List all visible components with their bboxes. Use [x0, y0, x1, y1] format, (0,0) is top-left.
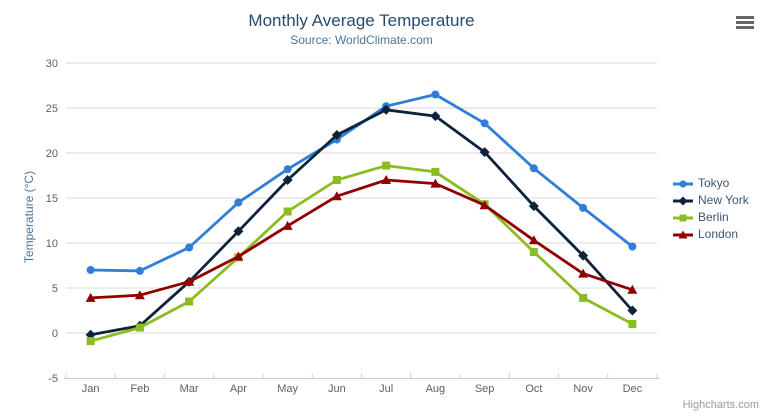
legend-item-berlin[interactable]: Berlin — [673, 211, 749, 224]
x-axis-label: May — [277, 383, 298, 395]
data-point[interactable] — [628, 320, 637, 328]
data-point[interactable] — [331, 191, 342, 201]
legend-label: Berlin — [698, 210, 729, 224]
series-tokyo[interactable] — [86, 90, 637, 275]
data-point[interactable] — [233, 226, 244, 237]
data-point[interactable] — [529, 164, 538, 173]
x-axis-label: Apr — [230, 383, 247, 395]
data-point[interactable] — [430, 111, 441, 122]
data-point[interactable] — [627, 305, 638, 316]
y-axis-label: 30 — [46, 58, 58, 70]
x-axis-label: Dec — [623, 383, 643, 395]
y-axis-label: 10 — [46, 238, 58, 250]
data-point[interactable] — [86, 337, 95, 346]
data-point[interactable] — [234, 198, 243, 207]
series-line — [89, 108, 634, 337]
x-axis-label: Oct — [525, 383, 542, 395]
data-point[interactable] — [431, 90, 440, 99]
data-point[interactable] — [578, 250, 589, 261]
data-point[interactable] — [283, 207, 292, 216]
x-axis-label: Mar — [180, 383, 199, 395]
data-point[interactable] — [283, 165, 292, 174]
data-point[interactable] — [381, 175, 392, 184]
x-axis-label: Sep — [475, 383, 495, 395]
data-point[interactable] — [529, 248, 538, 256]
hamburger-icon — [736, 21, 754, 24]
hamburger-icon — [736, 16, 754, 19]
data-point[interactable] — [382, 161, 391, 170]
data-point[interactable] — [628, 242, 637, 251]
chart-title: Monthly Average Temperature — [248, 11, 475, 30]
x-axis-label: Aug — [426, 383, 446, 395]
y-axis-label: -5 — [48, 373, 58, 385]
x-axis-label: Jul — [379, 383, 393, 395]
legend-marker-triangle-icon — [673, 230, 693, 238]
legend-label: New York — [698, 193, 749, 207]
data-point[interactable] — [85, 292, 96, 302]
legend-item-london[interactable]: London — [673, 228, 749, 241]
data-point[interactable] — [479, 200, 490, 210]
data-point[interactable] — [480, 119, 489, 128]
data-point[interactable] — [579, 293, 588, 302]
legend-item-new-york[interactable]: New York — [673, 194, 749, 207]
legend: Tokyo New York Berlin London — [673, 177, 749, 241]
data-point[interactable] — [135, 266, 144, 275]
data-point[interactable] — [627, 284, 638, 294]
x-axis-label: Jun — [328, 383, 346, 395]
hamburger-icon — [736, 26, 754, 29]
data-point[interactable] — [431, 167, 440, 176]
y-axis-label: 0 — [52, 328, 58, 340]
y-axis-label: 5 — [52, 283, 58, 295]
data-point[interactable] — [332, 176, 341, 184]
legend-label: Tokyo — [698, 176, 730, 190]
legend-label: London — [698, 227, 739, 241]
legend-item-tokyo[interactable]: Tokyo — [673, 177, 749, 190]
x-axis-label: Jan — [82, 383, 100, 395]
data-point[interactable] — [282, 220, 293, 230]
series-new-york[interactable] — [85, 104, 638, 340]
data-point[interactable] — [233, 251, 244, 261]
data-point[interactable] — [528, 235, 539, 245]
data-point[interactable] — [430, 178, 441, 188]
data-point[interactable] — [528, 201, 539, 212]
series-line — [89, 178, 634, 300]
data-point[interactable] — [135, 323, 144, 332]
y-axis-label: 20 — [46, 148, 58, 160]
legend-marker-circle-icon — [673, 180, 693, 187]
export-menu-button[interactable] — [735, 14, 755, 31]
legend-marker-square-icon — [673, 214, 693, 221]
data-point[interactable] — [86, 266, 95, 274]
data-point[interactable] — [282, 175, 293, 185]
y-axis-label: 25 — [46, 103, 58, 115]
chart-subtitle: Source: WorldClimate.com — [290, 33, 433, 47]
data-point[interactable] — [381, 104, 392, 115]
x-axis-label: Nov — [573, 383, 593, 395]
legend-marker-diamond-icon — [673, 196, 693, 205]
data-point[interactable] — [578, 268, 589, 278]
data-point[interactable] — [184, 276, 195, 286]
x-axis-label: Feb — [130, 383, 149, 395]
data-point[interactable] — [479, 147, 490, 158]
data-point[interactable] — [185, 243, 194, 252]
y-axis-label: 15 — [46, 193, 58, 205]
data-point[interactable] — [579, 203, 588, 212]
series-london[interactable] — [85, 175, 638, 302]
series-line — [89, 164, 634, 343]
data-point[interactable] — [134, 290, 145, 300]
data-point[interactable] — [331, 130, 342, 140]
credits-link[interactable]: Highcharts.com — [682, 399, 759, 411]
data-point[interactable] — [185, 297, 194, 306]
